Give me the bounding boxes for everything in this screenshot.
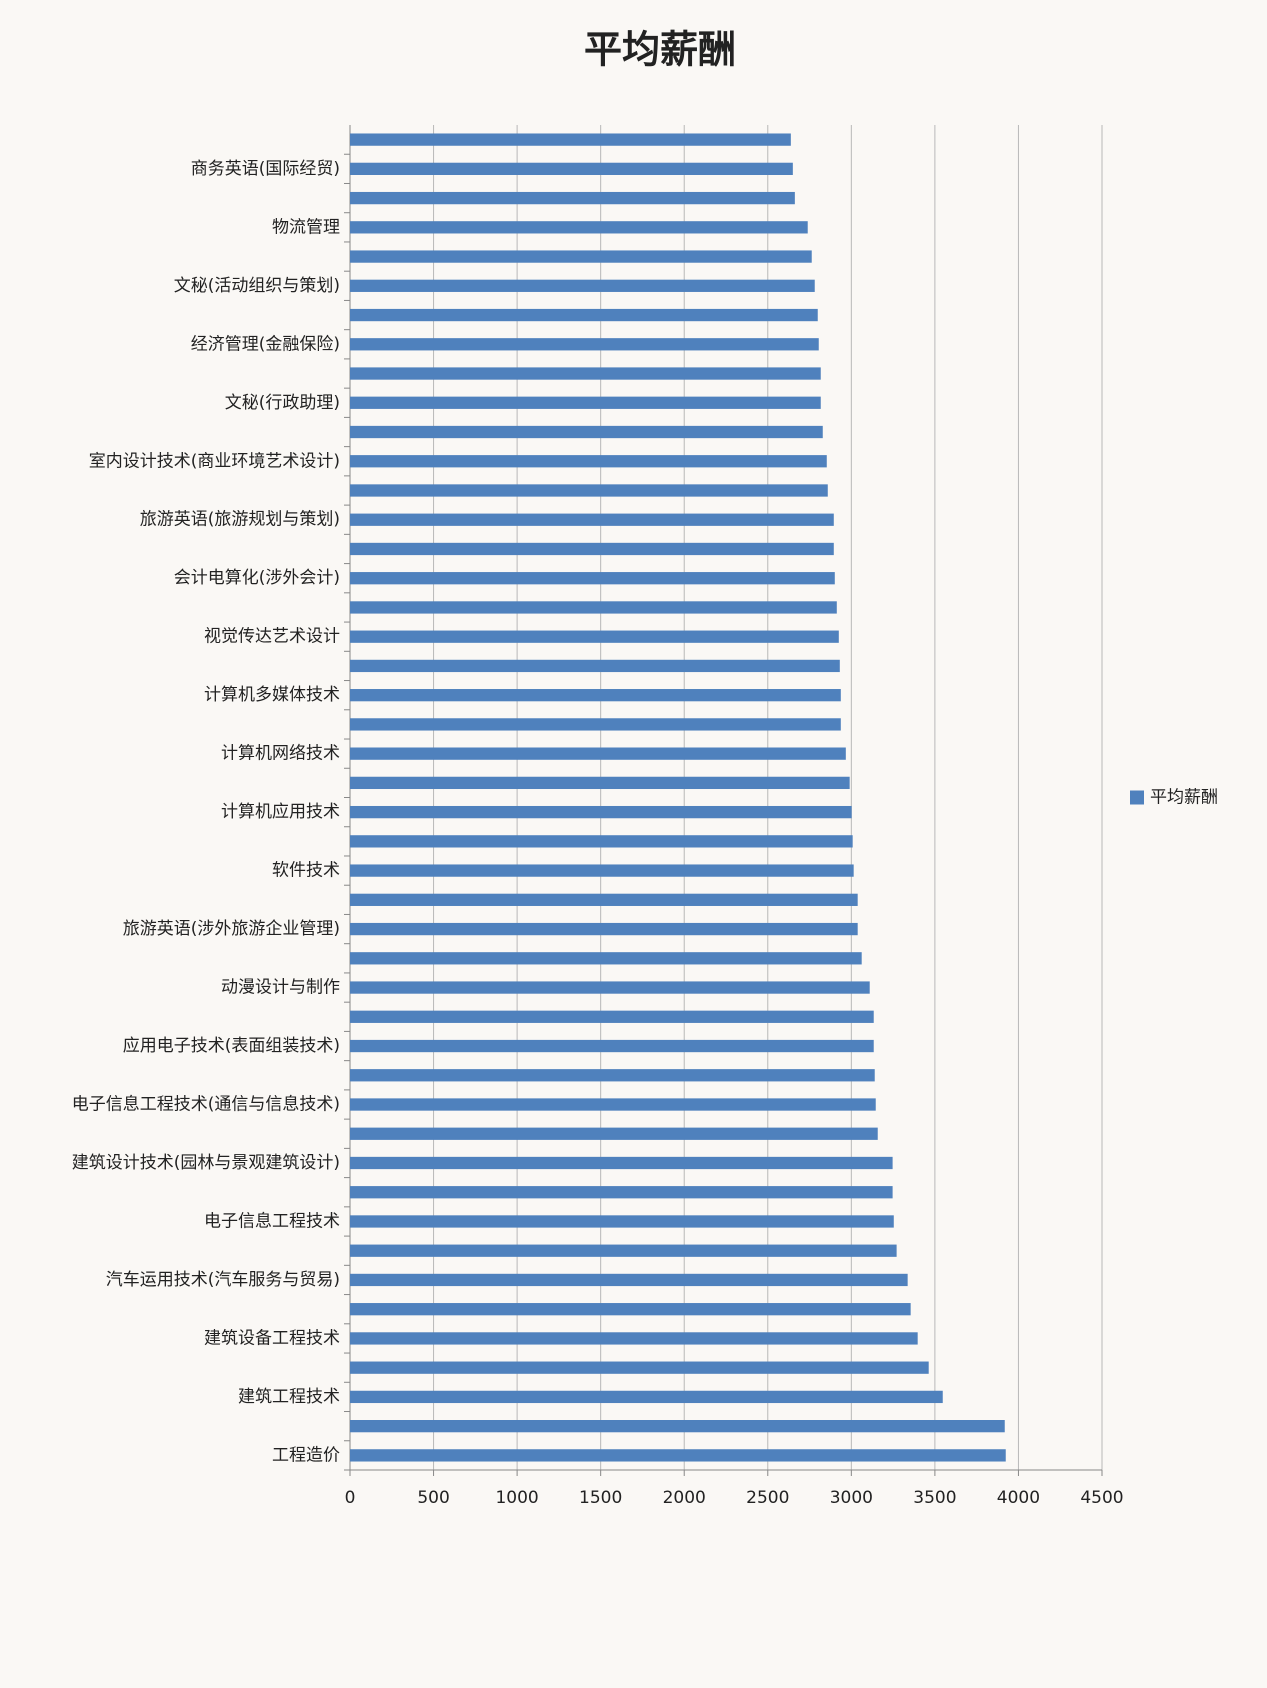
bar (350, 338, 819, 351)
bar (350, 689, 841, 702)
y-tick-label: 旅游英语(涉外旅游企业管理) (123, 919, 340, 939)
bar (350, 279, 815, 292)
bar (350, 1303, 911, 1316)
bar (350, 1010, 874, 1023)
bar (350, 1215, 894, 1228)
y-tick-label: 建筑设备工程技术 (204, 1328, 340, 1348)
y-tick-label: 文秘(行政助理) (225, 393, 340, 413)
bar (350, 308, 818, 322)
bar (350, 952, 862, 965)
y-tick-label: 建筑设计技术(园林与景观建筑设计) (72, 1153, 340, 1173)
bar (350, 367, 821, 380)
bar (350, 162, 793, 175)
bar (350, 805, 852, 819)
y-tick-label: 软件技术 (272, 861, 340, 881)
bar (350, 718, 841, 731)
bar (350, 1098, 876, 1111)
y-tick-label: 计算机应用技术 (221, 802, 340, 822)
bar (350, 864, 854, 877)
bar (350, 1039, 874, 1053)
bar (350, 1069, 875, 1082)
y-tick-label: 电子信息工程技术 (204, 1211, 340, 1231)
bar (350, 542, 834, 556)
bar (350, 1449, 1006, 1462)
bar (350, 572, 835, 585)
bar (350, 630, 839, 643)
bar (350, 1273, 908, 1287)
y-tick-label: 动漫设计与制作 (221, 978, 340, 998)
bar (350, 1156, 893, 1170)
x-tick-label: 500 (417, 1488, 449, 1508)
x-tick-label: 2000 (663, 1488, 706, 1508)
y-tick-label: 建筑工程技术 (238, 1387, 340, 1407)
bar (350, 484, 828, 497)
bar (350, 1186, 893, 1199)
bar (350, 659, 840, 673)
y-tick-label: 室内设计技术(商业环境艺术设计) (89, 451, 340, 471)
bar (350, 1127, 878, 1140)
y-tick-label: 物流管理 (272, 217, 340, 237)
bar (350, 922, 858, 936)
legend-swatch (1130, 790, 1144, 805)
bar (350, 1244, 897, 1257)
bar (350, 1390, 943, 1404)
x-tick-label: 1500 (579, 1488, 622, 1508)
x-tick-label: 3500 (913, 1488, 956, 1508)
x-tick-label: 1000 (495, 1488, 538, 1508)
bar (350, 893, 858, 906)
y-tick-label: 视觉传达艺术设计 (204, 627, 340, 647)
x-tick-label: 4000 (997, 1488, 1040, 1508)
bar (350, 250, 812, 263)
bar (350, 1420, 1005, 1433)
bar (350, 601, 837, 614)
x-tick-label: 3000 (830, 1488, 873, 1508)
bar (350, 133, 791, 146)
y-tick-label: 会计电算化(涉外会计) (174, 568, 340, 588)
bar (350, 425, 823, 439)
y-tick-label: 电子信息工程技术(通信与信息技术) (72, 1095, 340, 1115)
x-tick-label: 0 (345, 1488, 356, 1508)
bar (350, 981, 870, 994)
bar (350, 1361, 929, 1374)
chart-title: 平均薪酬 (584, 28, 736, 72)
bar (350, 513, 834, 526)
y-tick-label: 文秘(活动组织与策划) (174, 276, 340, 296)
y-tick-label: 应用电子技术(表面组装技术) (123, 1036, 340, 1056)
y-tick-label: 工程造价 (272, 1445, 340, 1465)
bar (350, 396, 821, 409)
bar (350, 776, 850, 790)
legend-label: 平均薪酬 (1150, 788, 1218, 808)
bar (350, 221, 808, 234)
y-tick-label: 汽车运用技术(汽车服务与贸易) (106, 1270, 340, 1290)
x-tick-label: 2500 (746, 1488, 789, 1508)
y-tick-label: 计算机多媒体技术 (204, 685, 340, 705)
bar (350, 747, 846, 760)
bar (350, 191, 795, 205)
x-tick-label: 4500 (1080, 1488, 1123, 1508)
y-tick-label: 旅游英语(旅游规划与策划) (140, 510, 340, 530)
y-tick-label: 经济管理(金融保险) (191, 334, 340, 354)
y-tick-label: 商务英语(国际经贸) (191, 159, 340, 179)
y-tick-label: 计算机网络技术 (221, 744, 340, 764)
bar (350, 1332, 918, 1345)
bar (350, 455, 827, 468)
bar (350, 835, 853, 848)
